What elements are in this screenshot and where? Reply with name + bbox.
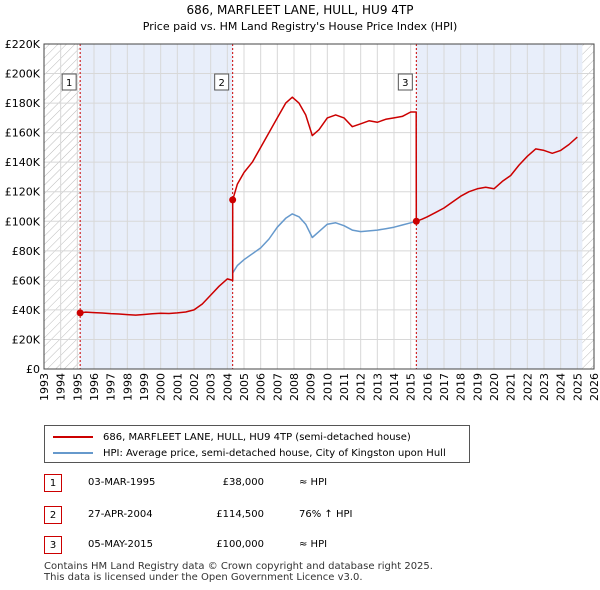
sale-markers: 1 2 3 xyxy=(61,73,420,317)
sale-label-box xyxy=(61,73,77,91)
plot-border xyxy=(43,43,595,370)
sale-label: 1 xyxy=(66,78,72,89)
x-tick-label: 2012 xyxy=(355,373,368,401)
transaction-price: £114,500 xyxy=(216,509,264,520)
x-tick-label: 1994 xyxy=(55,373,68,401)
x-tick-label: 1993 xyxy=(38,373,51,401)
x-tick-label: 2008 xyxy=(288,373,301,401)
x-tick-label: 2022 xyxy=(521,373,534,401)
footer-copyright: Contains HM Land Registry data © Crown c… xyxy=(44,561,433,572)
transaction-price: £100,000 xyxy=(216,539,264,550)
shaded-period xyxy=(80,44,233,369)
series-line xyxy=(80,96,578,316)
transaction-date: 05-MAY-2015 xyxy=(88,539,154,550)
sale-label-box xyxy=(214,73,230,91)
chart-title: 686, MARFLEET LANE, HULL, HU9 4TP xyxy=(187,3,414,17)
hatched-period xyxy=(582,44,594,369)
x-tick-label: 2003 xyxy=(205,373,218,401)
y-tick-label: £80K xyxy=(12,245,41,258)
hatched-period xyxy=(44,44,81,369)
y-tick-label: £40K xyxy=(12,304,41,317)
x-tick-label: 2025 xyxy=(571,373,584,401)
x-tick-label: 2019 xyxy=(471,373,484,401)
y-tick-label: £60K xyxy=(12,274,41,287)
transaction-hpi-relation: ≈ HPI xyxy=(299,477,328,488)
sale-label: 2 xyxy=(218,78,224,89)
x-tick-label: 1996 xyxy=(88,373,101,401)
transaction-number: 2 xyxy=(44,506,62,524)
y-tick-label: £120K xyxy=(5,186,41,199)
legend-swatch-property xyxy=(53,436,93,438)
series-lines xyxy=(80,96,578,316)
y-tick-label: £0 xyxy=(26,363,40,376)
x-tick-label: 2010 xyxy=(321,373,334,401)
x-tick-label: 2023 xyxy=(538,373,551,401)
x-tick-label: 2005 xyxy=(238,373,251,401)
transaction-hpi-relation: 76% ↑ HPI xyxy=(299,509,353,520)
x-tick-label: 2001 xyxy=(171,373,184,401)
legend-label-property: 686, MARFLEET LANE, HULL, HU9 4TP (semi-… xyxy=(103,431,411,443)
footer-licence: This data is licensed under the Open Gov… xyxy=(44,572,363,583)
legend-label-hpi: HPI: Average price, semi-detached house,… xyxy=(103,447,446,459)
legend-swatch-hpi xyxy=(53,452,93,454)
x-tick-label: 1995 xyxy=(71,373,84,401)
x-tick-label: 2009 xyxy=(305,373,318,401)
shaded-period xyxy=(416,44,583,369)
sale-label: 3 xyxy=(402,78,408,89)
x-tick-label: 2015 xyxy=(405,373,418,401)
y-tick-label: £100K xyxy=(5,215,41,228)
y-tick-label: £200K xyxy=(5,68,41,81)
x-tick-label: 2017 xyxy=(438,373,451,401)
price-chart: 686, MARFLEET LANE, HULL, HU9 4TP Price … xyxy=(5,3,600,401)
transaction-hpi-relation: ≈ HPI xyxy=(299,539,328,550)
y-tick-label: £160K xyxy=(5,127,41,140)
legend-item-hpi: HPI: Average price, semi-detached house,… xyxy=(53,445,446,461)
y-tick-label: £220K xyxy=(5,38,41,51)
sale-point xyxy=(229,196,237,204)
y-tick-label: £140K xyxy=(5,156,41,169)
x-tick-label: 2013 xyxy=(371,373,384,401)
x-tick-label: 2014 xyxy=(388,373,401,401)
footer: Contains HM Land Registry data © Crown c… xyxy=(44,561,433,583)
sale-point xyxy=(412,217,420,225)
transaction-price: £38,000 xyxy=(222,477,264,488)
x-tick-label: 2020 xyxy=(488,373,501,401)
x-tick-label: 2007 xyxy=(271,373,284,401)
chart-subtitle: Price paid vs. HM Land Registry's House … xyxy=(143,20,458,33)
legend-item-property: 686, MARFLEET LANE, HULL, HU9 4TP (semi-… xyxy=(53,429,411,445)
series-line xyxy=(232,213,417,274)
transaction-date: 03-MAR-1995 xyxy=(88,477,156,488)
x-tick-label: 2026 xyxy=(588,373,600,401)
transaction-number: 1 xyxy=(44,474,62,492)
transaction-number: 3 xyxy=(44,536,62,554)
legend: 686, MARFLEET LANE, HULL, HU9 4TP (semi-… xyxy=(44,425,470,463)
y-tick-label: £180K xyxy=(5,97,41,110)
x-tick-label: 1999 xyxy=(138,373,151,401)
x-tick-label: 2021 xyxy=(505,373,518,401)
x-tick-label: 2024 xyxy=(555,373,568,401)
x-tick-label: 2004 xyxy=(221,373,234,401)
x-tick-label: 1997 xyxy=(105,373,118,401)
x-tick-label: 2006 xyxy=(255,373,268,401)
x-tick-label: 2016 xyxy=(421,373,434,401)
sale-point xyxy=(76,309,84,317)
x-tick-label: 1998 xyxy=(121,373,134,401)
x-tick-label: 2002 xyxy=(188,373,201,401)
y-tick-label: £20K xyxy=(12,333,41,346)
x-tick-label: 2018 xyxy=(455,373,468,401)
sale-label-box xyxy=(397,73,413,91)
transaction-date: 27-APR-2004 xyxy=(88,509,153,520)
axes: £0 £20K £40K £60K £80K £100K £120K £140K £160K £1… xyxy=(5,38,600,401)
x-tick-label: 2000 xyxy=(155,373,168,401)
x-tick-label: 2011 xyxy=(338,373,351,401)
shaded-regions xyxy=(44,44,594,369)
